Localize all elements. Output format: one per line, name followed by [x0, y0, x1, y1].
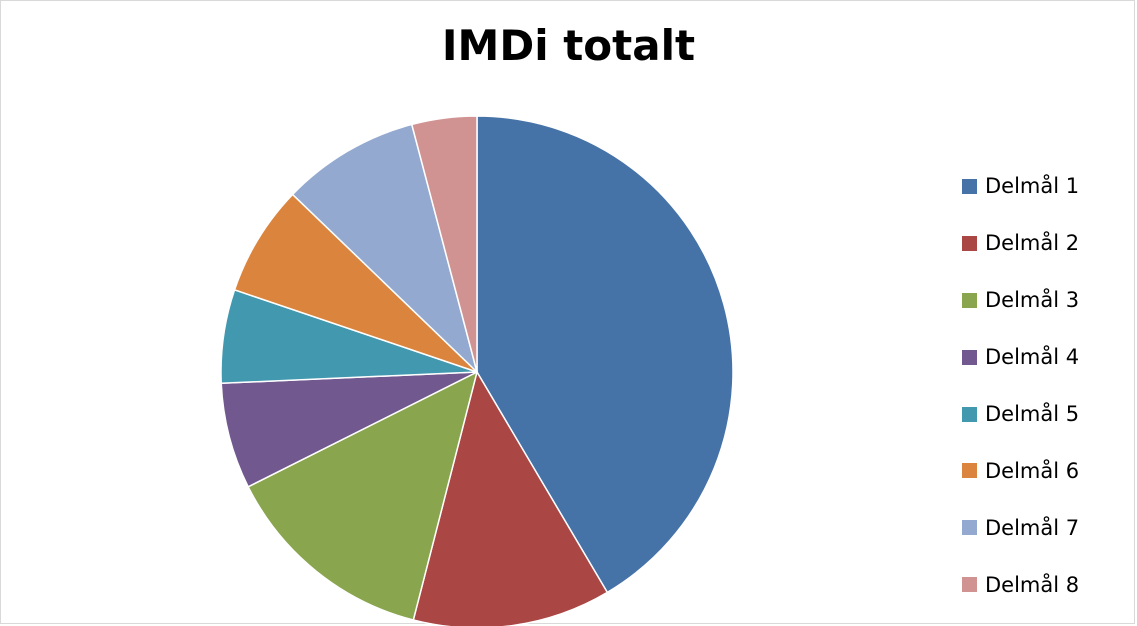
- legend: Delmål 1 Delmål 2 Delmål 3 Delmål 4 Delmål 5…: [962, 158, 1132, 613]
- legend-swatch: [962, 235, 977, 251]
- legend-item-delmal-7: Delmål 7: [962, 499, 1132, 556]
- legend-label: Delmål 6: [985, 458, 1080, 483]
- legend-item-delmal-3: Delmål 3: [962, 272, 1132, 329]
- legend-label: Delmål 4: [985, 345, 1080, 370]
- pie-slice-delmal-2: [412, 370, 609, 626]
- legend-label: Delmål 7: [985, 515, 1080, 540]
- legend-item-delmal-5: Delmål 5: [962, 386, 1132, 443]
- legend-swatch: [962, 349, 977, 365]
- pie-slice-delmal-3: [247, 370, 479, 621]
- legend-label: Delmål 8: [985, 572, 1080, 597]
- legend-swatch: [962, 520, 977, 536]
- legend-item-delmal-2: Delmål 2: [962, 215, 1132, 272]
- legend-label: Delmål 5: [985, 402, 1080, 426]
- legend-swatch: [962, 463, 977, 479]
- legend-label: Delmål 3: [985, 288, 1080, 313]
- legend-swatch: [962, 178, 977, 194]
- legend-item-delmal-6: Delmål 6: [962, 442, 1132, 499]
- pie-slice-delmal-8: [410, 115, 478, 373]
- pie-slice-delmal-4: [220, 371, 478, 488]
- legend-label: Delmål 2: [985, 231, 1080, 256]
- pie-slice-delmal-1: [476, 115, 734, 594]
- chart-title: IMDi totalt: [441, 21, 696, 70]
- pie-slice-delmal-6: [233, 193, 478, 373]
- legend-label: Delmål 1: [985, 174, 1080, 199]
- pie-slice-delmal-7: [291, 123, 479, 375]
- legend-swatch: [962, 292, 977, 308]
- legend-swatch: [962, 577, 977, 593]
- legend-item-delmal-4: Delmål 4: [962, 329, 1132, 386]
- legend-item-delmal-1: Delmål 1: [962, 158, 1132, 215]
- legend-item-delmal-8: Delmål 8: [962, 556, 1132, 613]
- legend-swatch: [962, 406, 977, 422]
